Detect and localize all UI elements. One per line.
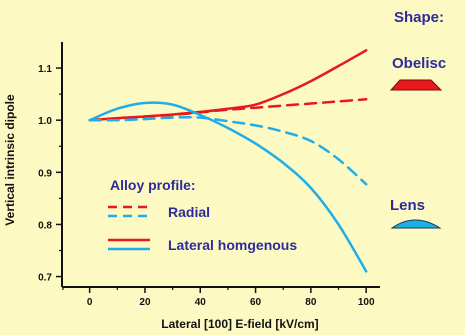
x-tick-label: 100 xyxy=(358,297,375,308)
y-tick-label: 0.8 xyxy=(38,220,52,231)
legend: Alloy profile: Radial Lateral homgenous xyxy=(108,177,297,253)
legend-title: Alloy profile: xyxy=(110,177,196,193)
x-tick-label: 0 xyxy=(87,297,93,308)
axes-layer: 0 20 40 60 80 100 0.7 0.8 0.9 1.0 1.1 xyxy=(38,42,380,308)
x-tick-label: 80 xyxy=(305,297,317,308)
obelisc-icon xyxy=(389,79,443,91)
y-tick-label: 1.1 xyxy=(38,64,52,75)
series-obelisc-lateral-homogenous-line xyxy=(88,49,368,122)
y-tick-label: 0.9 xyxy=(38,168,52,179)
x-axis-label: Lateral [100] E-field [kV/cm] xyxy=(161,317,318,331)
legend-radial-label: Radial xyxy=(168,204,210,220)
lens-label: Lens xyxy=(390,197,425,214)
series-lens-radial-line xyxy=(88,116,368,186)
series-layer xyxy=(88,49,368,273)
obelisc-label: Obelisc xyxy=(392,55,446,72)
y-axis-label: Vertical intrinsic dipole xyxy=(3,94,17,226)
y-tick-label: 0.7 xyxy=(38,273,52,284)
shape-heading: Shape: xyxy=(394,9,444,26)
legend-solid-label: Lateral homgenous xyxy=(168,237,297,253)
lens-icon xyxy=(390,219,442,229)
x-tick-label: 60 xyxy=(250,297,262,308)
y-tick-label: 1.0 xyxy=(38,116,52,127)
x-tick-label: 20 xyxy=(139,297,151,308)
series-lens-lateral-homogenous-line xyxy=(88,101,368,273)
x-tick-label: 40 xyxy=(195,297,207,308)
shape-key: Shape: Obelisc Lens xyxy=(389,9,446,229)
